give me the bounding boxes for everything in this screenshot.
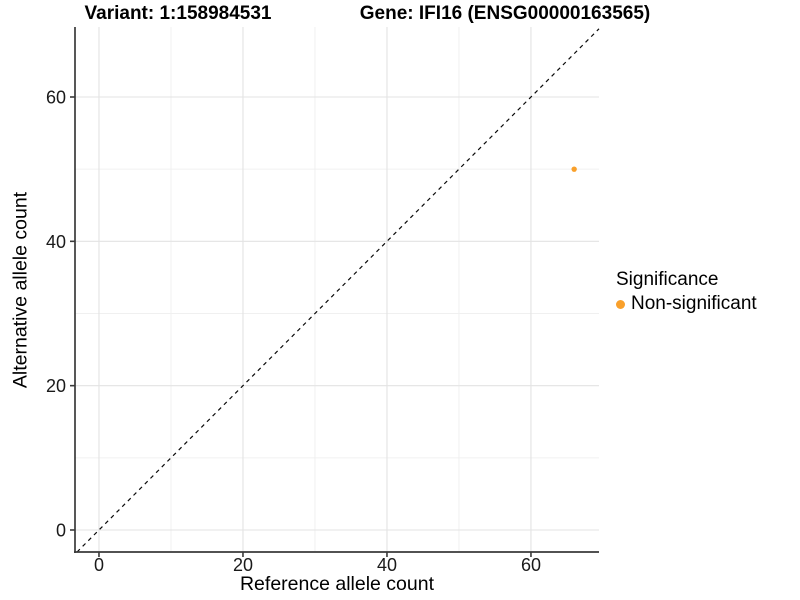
gene-title: Gene: IFI16 (ENSG00000163565) — [359, 3, 651, 24]
y-axis-title: Alternative allele count — [9, 191, 32, 389]
data-point — [571, 166, 577, 172]
legend: Significance Non-significant — [616, 269, 757, 316]
y-tick-label: 40 — [46, 232, 66, 252]
legend-point-swatch-icon — [616, 299, 625, 309]
y-tick-label: 0 — [56, 520, 66, 540]
identity-reference-line — [76, 28, 600, 553]
variant-title: Variant: 1:158984531 — [84, 3, 272, 24]
legend-title: Significance — [616, 269, 719, 290]
x-tick-label: 40 — [377, 555, 397, 575]
y-tick-label: 20 — [46, 376, 66, 396]
x-tick-label: 0 — [94, 555, 104, 575]
x-tick-label: 60 — [521, 555, 541, 575]
x-tick-label: 20 — [233, 555, 253, 575]
legend-item-label: Non-significant — [631, 292, 757, 314]
x-axis-title: Reference allele count — [239, 573, 435, 595]
legend-item: Non-significant — [616, 293, 757, 316]
y-tick-label: 60 — [46, 88, 66, 108]
